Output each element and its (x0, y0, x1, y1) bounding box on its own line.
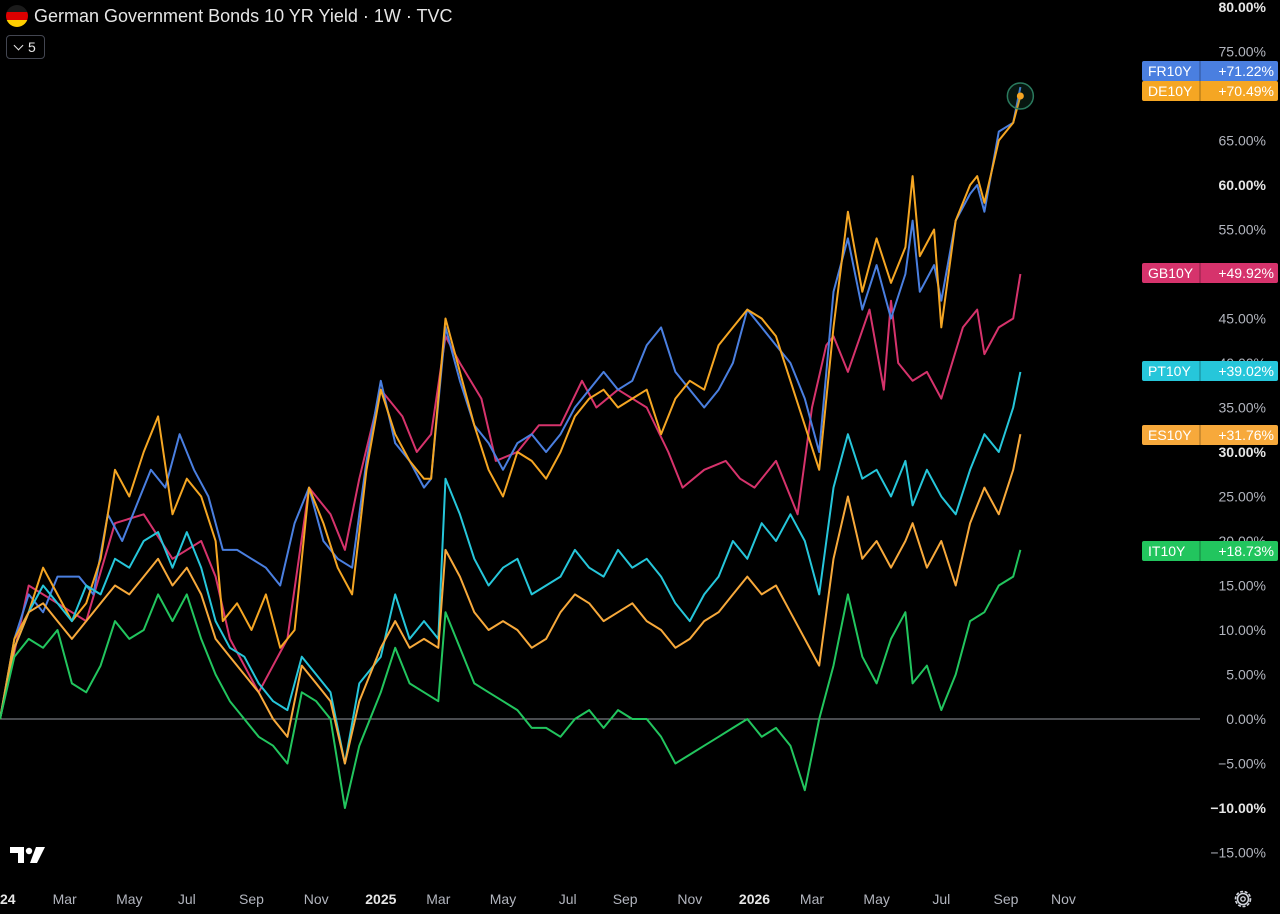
series-line-pt10y[interactable] (0, 371, 1022, 765)
price-label-value: +70.49% (1218, 83, 1274, 99)
x-tick-label: 2026 (739, 891, 770, 907)
y-tick-label: 0.00% (1226, 711, 1266, 727)
x-tick-label: Jul (932, 891, 950, 907)
x-tick-label: Mar (426, 891, 450, 907)
chevron-down-icon (13, 40, 24, 50)
x-tick-label: Jul (178, 891, 196, 907)
price-label-it10y (1142, 541, 1278, 561)
germany-flag-icon (6, 5, 28, 27)
price-label-value: +71.22% (1218, 63, 1274, 79)
y-tick-label: 15.00% (1219, 578, 1266, 594)
price-label-pt10y (1142, 361, 1278, 381)
series-line-gb10y[interactable] (0, 273, 1022, 720)
y-tick-label: 65.00% (1219, 133, 1266, 149)
x-tick-label: May (863, 891, 889, 907)
x-tick-label: Nov (677, 891, 702, 907)
x-tick-label: Sep (613, 891, 638, 907)
flag-stripe-red (6, 12, 28, 20)
x-tick-label: May (490, 891, 516, 907)
price-label-gb10y (1142, 263, 1278, 283)
price-label-value: +49.92% (1218, 265, 1274, 281)
x-tick-label: Sep (239, 891, 264, 907)
tradingview-logo-icon[interactable] (10, 845, 46, 865)
series-toggle-button[interactable]: 5 (6, 35, 45, 59)
x-tick-label: 2025 (365, 891, 396, 907)
price-label-es10y (1142, 425, 1278, 445)
y-tick-label: 25.00% (1219, 489, 1266, 505)
y-tick-label: 80.00% (1219, 0, 1267, 15)
x-tick-label: Nov (1051, 891, 1076, 907)
x-tick-label: Sep (994, 891, 1019, 907)
x-tick-label: Jul (559, 891, 577, 907)
price-label-fr10y (1142, 61, 1278, 81)
price-label-name: GB10Y (1148, 265, 1194, 281)
series-line-it10y[interactable] (0, 549, 1022, 809)
price-label-value: +18.73% (1218, 543, 1274, 559)
series-count: 5 (28, 39, 36, 55)
y-tick-label: 55.00% (1219, 222, 1266, 238)
gear-icon[interactable] (1232, 888, 1254, 910)
series-line-de10y[interactable] (0, 95, 1022, 720)
x-tick-label: May (116, 891, 142, 907)
price-label-value: +39.02% (1218, 363, 1274, 379)
price-label-name: ES10Y (1148, 427, 1192, 443)
price-label-name: DE10Y (1148, 83, 1193, 99)
last-point-marker (1016, 92, 1024, 100)
chart-title: German Government Bonds 10 YR Yield · 1W… (34, 5, 453, 26)
y-tick-label: 60.00% (1219, 177, 1267, 193)
price-label-name: FR10Y (1148, 63, 1192, 79)
y-tick-label: 30.00% (1219, 444, 1267, 460)
flag-stripe-black (6, 5, 28, 13)
x-tick-label: 2024 (0, 891, 16, 907)
y-tick-label: 35.00% (1219, 400, 1266, 416)
price-label-name: PT10Y (1148, 363, 1191, 379)
y-tick-label: 5.00% (1226, 667, 1266, 683)
price-label-de10y (1142, 81, 1278, 101)
y-tick-label: 75.00% (1219, 44, 1266, 60)
price-label-value: +31.76% (1218, 427, 1274, 443)
series-line-es10y[interactable] (0, 434, 1022, 765)
y-tick-label: −10.00% (1210, 800, 1266, 816)
y-tick-label: 45.00% (1219, 311, 1266, 327)
chart-header: German Government Bonds 10 YR Yield · 1W… (6, 4, 453, 28)
y-tick-label: −5.00% (1218, 756, 1266, 772)
y-tick-label: −15.00% (1210, 845, 1266, 861)
x-tick-label: Mar (800, 891, 824, 907)
y-tick-label: 10.00% (1219, 622, 1266, 638)
x-tick-label: Nov (304, 891, 329, 907)
price-label-name: IT10Y (1148, 543, 1186, 559)
flag-stripe-gold (6, 19, 28, 27)
series-line-fr10y[interactable] (0, 86, 1022, 720)
x-tick-label: Mar (53, 891, 77, 907)
